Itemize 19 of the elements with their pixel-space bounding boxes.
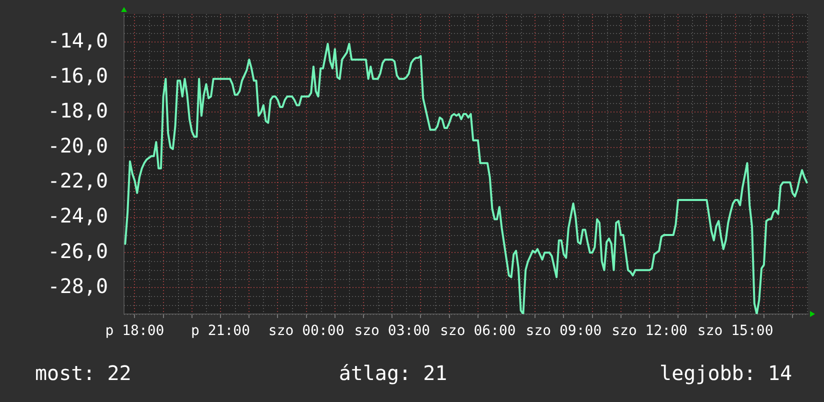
y-tick-label: -22,0 bbox=[48, 168, 108, 193]
x-tick-label: szo 03:00 bbox=[354, 323, 430, 340]
y-tick-label: -20,0 bbox=[48, 134, 108, 158]
x-tick-label: szo 06:00 bbox=[440, 323, 516, 340]
text: átlag: 21 bbox=[338, 361, 448, 385]
y-tick-label: -28,0 bbox=[48, 274, 108, 298]
y-tick-label: -16,0 bbox=[48, 63, 108, 88]
text: legjobb: 14 bbox=[660, 361, 792, 385]
x-tick-label: p 18:00 bbox=[105, 323, 164, 340]
y-tick-label: -14,0 bbox=[48, 28, 108, 52]
text: most: 22 bbox=[35, 361, 132, 385]
y-tick-label: -18,0 bbox=[48, 98, 108, 122]
x-tick-label: szo 00:00 bbox=[268, 323, 344, 340]
x-tick-label: szo 09:00 bbox=[526, 323, 602, 340]
x-tick-label: szo 15:00 bbox=[697, 323, 774, 340]
y-tick-label: -24,0 bbox=[48, 204, 108, 228]
y-tick-label: -26,0 bbox=[48, 238, 108, 263]
x-tick-label: p 21:00 bbox=[191, 323, 250, 340]
x-tick-label: szo 12:00 bbox=[612, 323, 688, 340]
